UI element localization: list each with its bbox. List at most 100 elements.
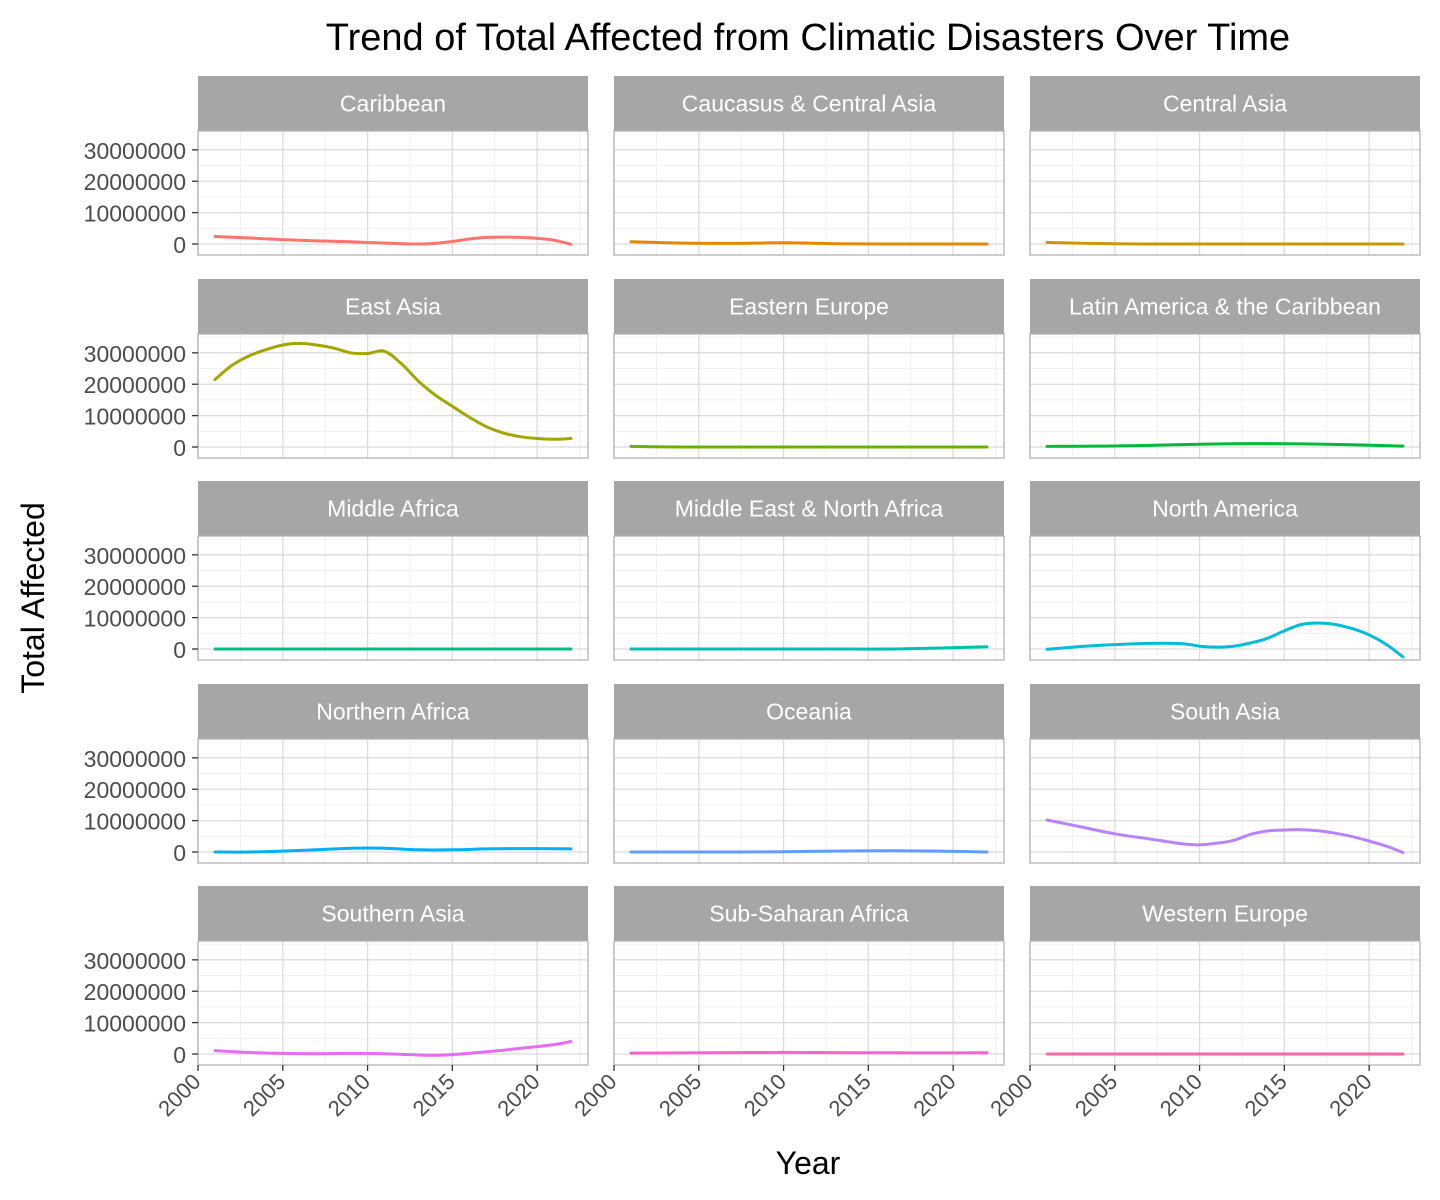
facet-panel: Southern Asia 0 10000000 20000000 30000000 20… <box>84 886 589 1121</box>
panel-border <box>613 130 1005 256</box>
series-line <box>1045 621 1405 659</box>
facet-strip-label: Western Europe <box>1142 901 1308 927</box>
x-tick-label: 2000 <box>153 1069 205 1121</box>
panel-border <box>1029 535 1421 661</box>
y-axis-label: Total Affected <box>15 502 51 694</box>
facet-panel: North America <box>1029 481 1421 661</box>
facet-strip <box>614 684 1004 739</box>
facet-strip-label: South Asia <box>1170 699 1280 725</box>
x-tick-label: 2010 <box>323 1069 375 1121</box>
panel-border <box>613 535 1005 661</box>
y-tick-label: 30000000 <box>84 341 186 367</box>
facet-strip-label: Latin America & the Caribbean <box>1069 294 1381 320</box>
panel-border <box>1029 333 1421 459</box>
x-tick-label: 2015 <box>1240 1069 1292 1121</box>
series-line <box>213 341 573 441</box>
facet-strip-label: Oceania <box>766 699 852 725</box>
facet-strip-label: Central Asia <box>1163 91 1287 117</box>
y-tick-label: 20000000 <box>84 372 186 398</box>
facet-panels: Caribbean 0 10000000 20000000 30000000 Caucas… <box>84 76 1421 1121</box>
x-tick-label: 2015 <box>824 1069 876 1121</box>
facet-panel: Middle Africa 0 10000000 20000000 30000000 <box>84 481 589 663</box>
y-tick-label: 0 <box>173 232 186 258</box>
facet-strip <box>614 481 1004 536</box>
panel-border <box>197 535 589 661</box>
panel-border <box>613 333 1005 459</box>
panel-border <box>613 738 1005 864</box>
series-line <box>1045 818 1405 855</box>
y-tick-label: 20000000 <box>84 574 186 600</box>
x-tick-label: 2020 <box>1324 1069 1376 1121</box>
series-line <box>1045 442 1405 448</box>
facet-strip-label: Caribbean <box>340 91 446 117</box>
x-tick-label: 2005 <box>654 1069 706 1121</box>
facet-strip-label: Sub-Saharan Africa <box>709 901 909 927</box>
facet-panel: Middle East & North Africa <box>613 481 1005 661</box>
facet-panel: Caribbean 0 10000000 20000000 30000000 <box>84 76 589 258</box>
x-axis-label: Year <box>776 1145 841 1181</box>
y-tick-label: 10000000 <box>84 404 186 430</box>
facet-strip-label: Southern Asia <box>321 901 464 927</box>
facet-strip <box>1030 279 1420 334</box>
x-tick-label: 2020 <box>492 1069 544 1121</box>
y-tick-label: 10000000 <box>84 201 186 227</box>
facet-strip <box>614 76 1004 131</box>
facet-strip <box>1030 886 1420 941</box>
facet-strip <box>198 481 588 536</box>
panel-border <box>613 940 1005 1066</box>
x-tick-label: 2005 <box>1070 1069 1122 1121</box>
facet-strip <box>198 684 588 739</box>
series-line <box>629 849 989 854</box>
facet-strip <box>614 886 1004 941</box>
y-tick-label: 20000000 <box>84 777 186 803</box>
series-line <box>213 846 573 854</box>
facet-panel: Sub-Saharan Africa 2000 2005 2010 2015 2020 <box>569 886 1005 1121</box>
y-tick-label: 20000000 <box>84 979 186 1005</box>
panel-border <box>1029 130 1421 256</box>
y-tick-label: 0 <box>173 637 186 663</box>
facet-strip <box>198 886 588 941</box>
y-tick-label: 0 <box>173 1042 186 1068</box>
x-tick-label: 2000 <box>985 1069 1037 1121</box>
facet-panel: Northern Africa 0 10000000 20000000 30000000 <box>84 684 589 866</box>
facet-panel: Latin America & the Caribbean <box>1029 279 1421 459</box>
x-tick-label: 2010 <box>739 1069 791 1121</box>
y-tick-label: 30000000 <box>84 138 186 164</box>
facet-panel: South Asia <box>1029 684 1421 864</box>
facet-strip <box>198 279 588 334</box>
x-tick-label: 2020 <box>908 1069 960 1121</box>
panel-border <box>197 333 589 459</box>
x-tick-label: 2000 <box>569 1069 621 1121</box>
facet-strip <box>1030 481 1420 536</box>
facet-strip-label: East Asia <box>345 294 441 320</box>
series-line <box>213 1040 573 1057</box>
y-tick-label: 0 <box>173 435 186 461</box>
series-line <box>629 645 989 651</box>
panel-border <box>1029 738 1421 864</box>
facet-panel: Oceania <box>613 684 1005 864</box>
chart-title: Trend of Total Affected from Climatic Di… <box>326 17 1290 59</box>
facet-panel: Western Europe 2000 2005 2010 2015 2020 <box>985 886 1421 1121</box>
facet-panel: East Asia 0 10000000 20000000 30000000 <box>84 279 589 461</box>
facet-strip-label: Northern Africa <box>316 699 470 725</box>
panel-border <box>1029 940 1421 1066</box>
facet-panel: Caucasus & Central Asia <box>613 76 1005 256</box>
series-line <box>629 1050 989 1055</box>
series-line <box>629 444 989 449</box>
series-line <box>629 240 989 246</box>
series-line <box>1045 240 1405 246</box>
facet-strip <box>1030 684 1420 739</box>
y-tick-label: 10000000 <box>84 809 186 835</box>
panel-border <box>197 130 589 256</box>
facet-strip-label: Middle Africa <box>327 496 459 522</box>
y-tick-label: 30000000 <box>84 543 186 569</box>
facet-strip-label: Eastern Europe <box>729 294 889 320</box>
facet-strip <box>198 76 588 131</box>
x-tick-label: 2015 <box>408 1069 460 1121</box>
x-tick-label: 2010 <box>1155 1069 1207 1121</box>
facet-strip-label: North America <box>1152 496 1298 522</box>
facet-strip <box>614 279 1004 334</box>
panel-border <box>197 738 589 864</box>
series-line <box>213 235 573 246</box>
